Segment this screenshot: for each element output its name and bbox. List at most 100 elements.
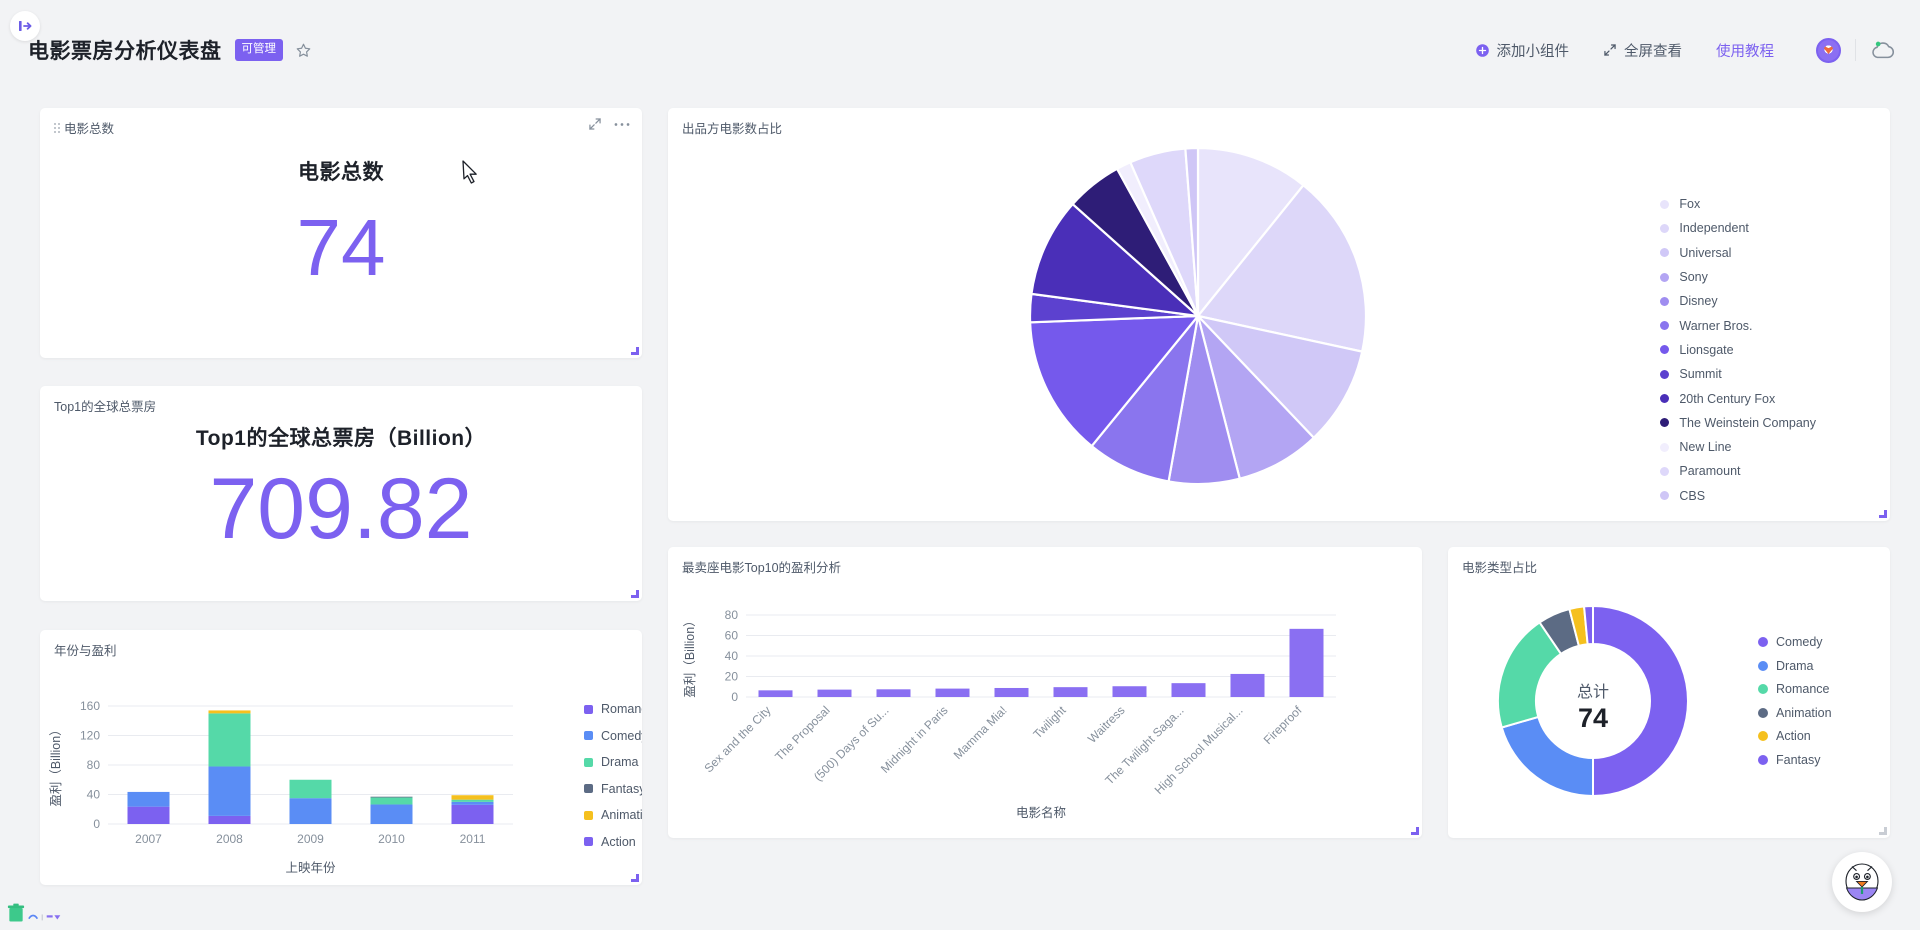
svg-text:2011: 2011 [460,832,486,846]
card-resize-handle[interactable] [1878,509,1887,518]
bar[interactable] [817,689,852,697]
pie-slice[interactable] [1194,314,1364,440]
card-resize-handle[interactable] [630,346,639,355]
legend-item[interactable]: CBS [1660,484,1816,508]
legend-label: Summit [1679,367,1722,382]
genre-donut-chart: 总计 74 [1497,604,1689,798]
dashboard-header: 电影票房分析仪表盘 可管理 添加小组件 全屏查看 使用教程 [28,26,1896,74]
legend-item-fantasy[interactable]: Fantasy [584,782,642,796]
legend-label: Romance [601,702,642,716]
donut-slice[interactable] [1592,604,1689,798]
pie-slice[interactable] [1184,146,1200,317]
legend-item[interactable]: Sony [1660,265,1816,289]
drag-handle-icon[interactable] [54,122,60,133]
trash-icon [7,903,25,922]
legend-item-drama[interactable]: Drama [584,755,642,769]
cloud-sync-icon[interactable] [1870,40,1896,60]
pie-slice[interactable] [1028,314,1201,448]
card-resize-handle[interactable] [630,873,639,882]
trash-widget[interactable] [7,903,62,923]
bar[interactable] [1053,687,1088,697]
legend-dot-icon [1660,345,1670,355]
card-title-label: 年份与盈利 [54,644,117,658]
legend-item[interactable]: 20th Century Fox [1660,386,1816,410]
legend-item[interactable]: Warner Bros. [1660,313,1816,337]
legend-item-animation[interactable]: Animation [584,808,642,822]
card-title-label: Top1的全球总票房 [54,400,157,414]
add-widget-button[interactable]: 添加小组件 [1475,40,1569,61]
star-icon[interactable] [295,42,312,59]
legend-item-action[interactable]: Action [584,835,642,849]
legend-item[interactable]: New Line [1660,435,1816,459]
tutorial-link[interactable]: 使用教程 [1716,40,1774,61]
mascot-avatar-icon[interactable] [1832,852,1892,912]
plus-circle-icon [1475,43,1489,57]
svg-text:Waitress: Waitress [1085,703,1128,746]
legend-label: Comedy [1776,635,1823,649]
pie-slice[interactable] [1196,146,1305,320]
svg-text:Mamma Mia!: Mamma Mia! [951,703,1010,762]
legend-item-romance[interactable]: Romance [1758,682,1832,696]
legend-label: Fantasy [601,781,642,796]
legend-item-romance[interactable]: Romance [584,702,642,716]
card-resize-handle[interactable] [630,589,639,598]
legend-item[interactable]: The Weinstein Company [1660,411,1816,435]
kpi-value: 74 [296,203,386,292]
legend-label: Sony [1679,270,1708,285]
legend-item[interactable]: Summit [1660,362,1816,386]
studio-legend: Fox Independent Universal Sony Disney Warner … [1660,192,1816,508]
pie-slice[interactable] [1196,183,1368,353]
legend-label: Drama [601,755,639,769]
legend-item[interactable]: Lionsgate [1660,338,1816,362]
legend-dot-icon [1660,321,1670,331]
kpi-title: Top1的全球总票房（Billion） [195,427,487,450]
bar[interactable] [994,687,1029,697]
svg-text:Fireproof: Fireproof [1261,703,1305,747]
svg-text:电影名称: 电影名称 [1016,805,1066,820]
svg-text:60: 60 [725,629,739,643]
fullscreen-button[interactable]: 全屏查看 [1603,40,1682,61]
bar[interactable] [1230,673,1265,697]
bar[interactable] [1112,686,1147,697]
card-year-profit: 年份与盈利 0 40 80 120 160 2007 2008 2009 2010 2011 上映年… [40,630,642,885]
legend-item[interactable]: Paramount [1660,459,1816,483]
legend-label: Independent [1679,221,1749,236]
legend-item-fantasy[interactable]: Fantasy [1758,753,1832,767]
legend-item-action[interactable]: Action [1758,729,1832,743]
legend-dot-icon [1660,272,1670,282]
kpi-title: 电影总数 [298,161,384,184]
bar[interactable] [876,689,911,697]
legend-item[interactable]: Disney [1660,289,1816,313]
svg-text:0: 0 [731,690,738,704]
bar[interactable] [758,690,793,697]
user-avatar[interactable] [1816,37,1841,63]
donut-slice[interactable] [1582,604,1594,646]
pie-slice[interactable] [1030,202,1202,318]
card-title: 电影总数 [54,118,114,137]
legend-dot-icon [1758,731,1768,741]
legend-item[interactable]: Fox [1660,192,1816,216]
kpi-top1: Top1的全球总票房（Billion） 709.82 [40,386,642,601]
svg-text:2008: 2008 [216,832,243,846]
bar[interactable] [1171,683,1206,697]
legend-dot-icon [1758,637,1768,647]
legend-item-comedy[interactable]: Comedy [1758,635,1832,649]
card-resize-handle[interactable] [1878,826,1887,835]
legend-label: New Line [1679,440,1732,455]
legend-item-comedy[interactable]: Comedy [584,729,642,743]
legend-dot-icon [1758,660,1768,671]
legend-label: Disney [1679,294,1718,309]
card-title-label: 出品方电影数占比 [682,122,783,136]
legend-item[interactable]: Universal [1660,241,1816,265]
bar[interactable] [1289,628,1324,697]
legend-swatch-icon [584,757,593,767]
card-resize-handle[interactable] [1410,826,1419,835]
legend-item[interactable]: Independent [1660,216,1816,240]
legend-item-animation[interactable]: Animation [1758,706,1832,720]
expand-icon[interactable] [588,117,602,131]
more-options-icon[interactable] [614,122,630,127]
legend-dot-icon [1660,369,1670,379]
panel-collapse-icon[interactable] [10,11,40,41]
legend-item-drama[interactable]: Drama [1758,659,1832,673]
bar[interactable] [935,688,970,697]
